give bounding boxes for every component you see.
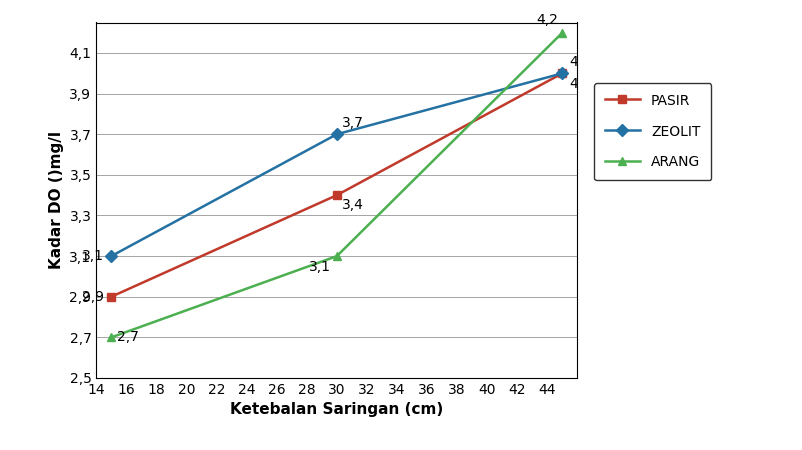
Line: ARANG: ARANG — [107, 28, 566, 342]
Line: ZEOLIT: ZEOLIT — [107, 69, 566, 260]
Text: 4: 4 — [569, 77, 578, 91]
PASIR — [107, 294, 116, 299]
X-axis label: Ketebalan Saringan (cm): Ketebalan Saringan (cm) — [230, 402, 444, 418]
Legend: PASIR, ZEOLIT, ARANG: PASIR, ZEOLIT, ARANG — [594, 83, 711, 180]
Text: 3,1: 3,1 — [310, 260, 331, 274]
Text: 2,7: 2,7 — [117, 330, 139, 344]
PASIR — [557, 71, 567, 76]
Text: 4,2: 4,2 — [537, 13, 558, 27]
ARANG — [107, 335, 116, 340]
Text: 4: 4 — [569, 55, 578, 69]
PASIR — [332, 193, 342, 198]
Text: 3,4: 3,4 — [342, 198, 364, 212]
Text: 2,9: 2,9 — [83, 290, 104, 304]
ZEOLIT — [557, 71, 567, 76]
Text: 3,1: 3,1 — [83, 249, 104, 263]
ZEOLIT — [332, 131, 342, 137]
ZEOLIT — [107, 253, 116, 259]
Text: 3,7: 3,7 — [342, 116, 364, 130]
Y-axis label: Kadar DO ()mg/l: Kadar DO ()mg/l — [49, 131, 64, 269]
ARANG — [332, 253, 342, 259]
Line: PASIR: PASIR — [107, 69, 566, 301]
ARANG — [557, 30, 567, 36]
